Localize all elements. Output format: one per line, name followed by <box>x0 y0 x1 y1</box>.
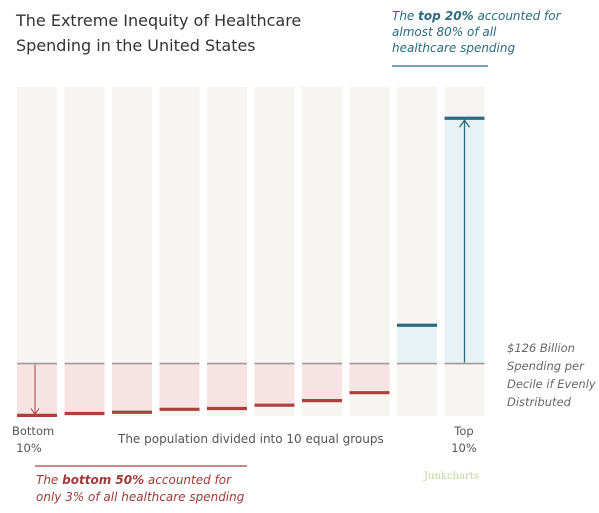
x-label-bottom-decile: Bottom 10% <box>12 424 55 455</box>
decile-shortfall-shade-8 <box>349 363 390 393</box>
average-line-label: $126 Billion Spending per Decile if Even… <box>507 341 596 409</box>
decile-column-2 <box>64 87 105 416</box>
decile-excess-shade-9 <box>397 325 437 364</box>
decile-shortfall-shade-2 <box>64 363 105 414</box>
junkcharts-watermark: Junkcharts <box>424 471 479 482</box>
decile-shortfall-shade-7 <box>302 363 342 401</box>
decile-column-5 <box>207 87 247 416</box>
decile-column-3 <box>112 87 152 416</box>
top-note-bold: top 20% <box>418 9 474 23</box>
top-note-suffix: accounted for almost 80% of all healthca… <box>392 9 561 55</box>
decile-column-9 <box>397 87 437 416</box>
decile-shortfall-shade-6 <box>254 363 295 406</box>
top-note-prefix: The <box>392 9 419 23</box>
x-label-top-decile: Top 10% <box>451 424 477 455</box>
bottom-50-annotation: The bottom 50% accounted for only 3% of … <box>36 472 256 506</box>
decile-column-7 <box>302 87 342 416</box>
bottom-note-bold: bottom 50% <box>62 473 145 487</box>
decile-shortfall-shade-5 <box>207 363 247 409</box>
decile-column-4 <box>159 87 200 416</box>
bottom-note-suffix: accounted for only 3% of all healthcare … <box>36 473 245 504</box>
chart-title: The Extreme Inequity of Healthcare Spend… <box>16 11 302 55</box>
decile-shortfall-shade-3 <box>112 363 152 413</box>
bottom-decile-arrowhead <box>30 408 40 416</box>
top-decile-arrowhead <box>458 119 471 128</box>
decile-shortfall-shade-1 <box>17 363 57 416</box>
top-20-annotation: The top 20% accounted for almost 80% of … <box>392 8 562 56</box>
decile-column-6 <box>254 87 295 416</box>
decile-shortfall-shade-4 <box>159 363 200 410</box>
x-axis-caption: The population divided into 10 equal gro… <box>118 432 384 446</box>
decile-column-8 <box>349 87 390 416</box>
bottom-note-prefix: The <box>36 473 63 487</box>
decile-column-1 <box>17 87 57 416</box>
